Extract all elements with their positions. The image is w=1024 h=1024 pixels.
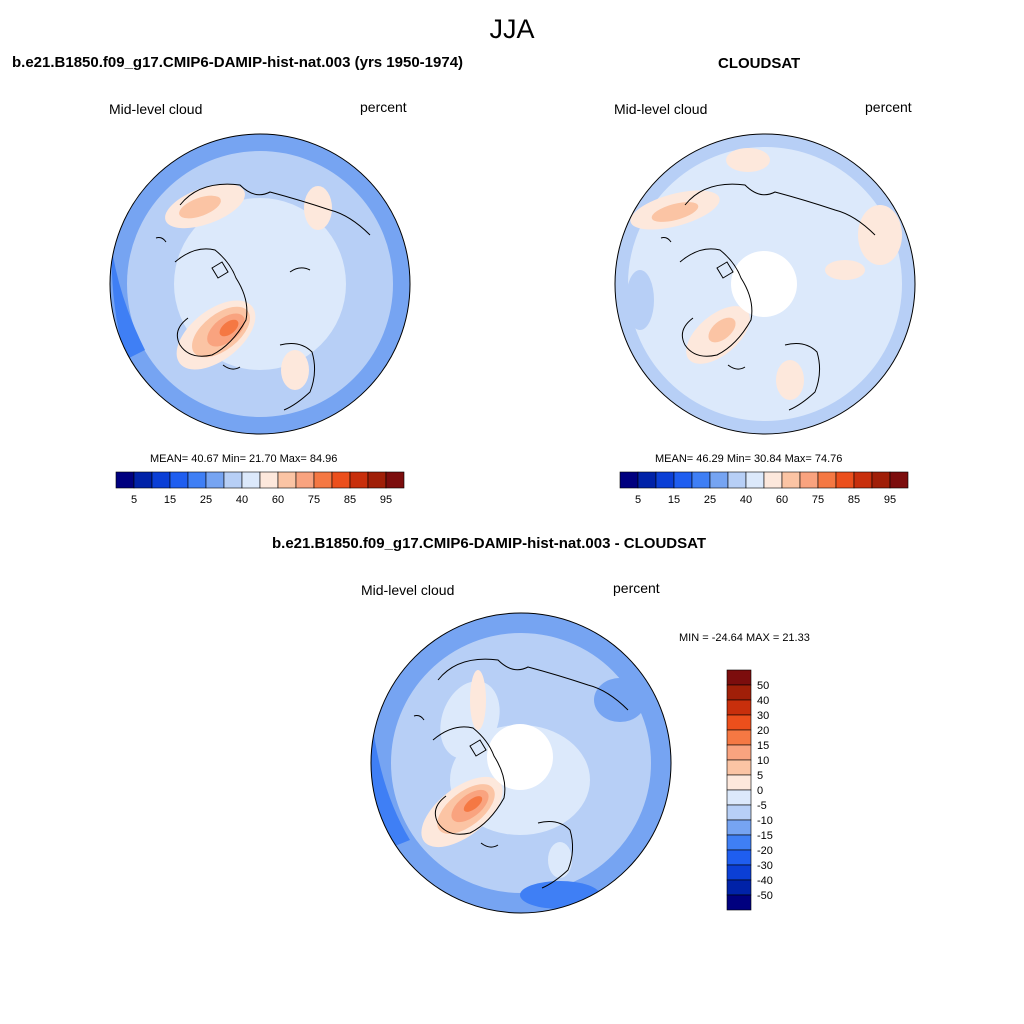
diff-colorbar-swatch [726,684,752,701]
diff-colorbar-swatch [726,699,752,716]
obs-colorbar-swatch [655,471,675,489]
diff-colorbar-tick-label: -20 [757,845,773,857]
diff-colorbar-swatch [726,669,752,686]
diff-colorbar-swatch [726,744,752,761]
model-colorbar-swatch [187,471,207,489]
model-colorbar-tick-label: 95 [380,494,392,506]
diff-colorbar-swatch [726,894,752,911]
model-colorbar-swatch [259,471,279,489]
obs-colorbar-swatch [673,471,693,489]
diff-colorbar-tick-label: 5 [757,770,763,782]
obs-colorbar-swatch [817,471,837,489]
obs-colorbar-tick-label: 75 [812,494,824,506]
diff-colorbar-tick-label: 20 [757,725,769,737]
diff-colorbar-swatch [726,774,752,791]
diff-colorbar-tick-label: 50 [757,680,769,692]
diff-colorbar-tick-label: -50 [757,890,773,902]
model-colorbar-swatch [295,471,315,489]
obs-colorbar-swatch [835,471,855,489]
obs-colorbar-tick-label: 85 [848,494,860,506]
diff-colorbar-swatch [726,804,752,821]
model-colorbar-swatch [385,471,405,489]
model-colorbar-swatch [331,471,351,489]
model-colorbar-tick-label: 5 [131,494,137,506]
diff-colorbar-swatch [726,819,752,836]
model-colorbar-swatch [223,471,243,489]
obs-colorbar-tick-label: 95 [884,494,896,506]
model-variable-label: Mid-level cloud [109,101,203,117]
diff-colorbar-tick-label: 30 [757,710,769,722]
diff-colorbar-swatch [726,759,752,776]
obs-colorbar-tick-label: 60 [776,494,788,506]
model-colorbar-swatch [133,471,153,489]
model-units-label: percent [360,99,407,115]
obs-stats: MEAN= 46.29 Min= 30.84 Max= 74.76 [655,453,843,465]
model-colorbar-swatch [115,471,135,489]
diff-colorbar-tick-label: 40 [757,695,769,707]
diff-colorbar-tick-label: -40 [757,875,773,887]
diff-colorbar-swatch [726,834,752,851]
obs-colorbar-swatch [691,471,711,489]
diff-panel-title: b.e21.B1850.f09_g17.CMIP6-DAMIP-hist-nat… [272,535,706,552]
model-colorbar-swatch [349,471,369,489]
obs-colorbar: 5 15 25 40 60 75 85 95 [619,471,909,506]
diff-units-label: percent [613,580,660,596]
model-colorbar-tick-label: 40 [236,494,248,506]
model-colorbar-tick-label: 25 [200,494,212,506]
diff-colorbar-swatch [726,789,752,806]
obs-polar-map [614,133,916,435]
obs-colorbar-swatch [727,471,747,489]
model-colorbar-swatch [367,471,387,489]
diff-variable-label: Mid-level cloud [361,582,455,598]
diff-colorbar-tick-label: 10 [757,755,769,767]
diff-stats: MIN = -24.64 MAX = 21.33 [679,632,810,644]
obs-colorbar-tick-label: 25 [704,494,716,506]
model-colorbar-swatch [241,471,261,489]
obs-colorbar-tick-label: 15 [668,494,680,506]
diff-colorbar-tick-label: -10 [757,815,773,827]
model-colorbar-tick-label: 75 [308,494,320,506]
model-colorbar-swatch [313,471,333,489]
model-colorbar: 5 15 25 40 60 75 85 95 [115,471,405,506]
obs-colorbar-swatch [619,471,639,489]
model-polar-map [109,133,411,435]
obs-colorbar-swatch [799,471,819,489]
figure-title: JJA [489,14,535,44]
model-colorbar-swatch [205,471,225,489]
model-panel-title: b.e21.B1850.f09_g17.CMIP6-DAMIP-hist-nat… [12,54,464,71]
obs-colorbar-swatch [871,471,891,489]
obs-variable-label: Mid-level cloud [614,101,708,117]
obs-colorbar-swatch [637,471,657,489]
model-colorbar-tick-label: 60 [272,494,284,506]
diff-polar-map [370,612,672,914]
obs-colorbar-tick-label: 40 [740,494,752,506]
obs-colorbar-swatch [745,471,765,489]
model-colorbar-tick-label: 15 [164,494,176,506]
obs-colorbar-swatch [889,471,909,489]
diff-colorbar-tick-label: 15 [757,740,769,752]
model-stats: MEAN= 40.67 Min= 21.70 Max= 84.96 [150,453,338,465]
obs-colorbar-swatch [709,471,729,489]
diff-colorbar-tick-label: 0 [757,785,763,797]
model-colorbar-tick-label: 85 [344,494,356,506]
obs-colorbar-tick-label: 5 [635,494,641,506]
obs-panel-title: CLOUDSAT [718,55,801,72]
obs-units-label: percent [865,99,912,115]
diff-colorbar-swatch [726,879,752,896]
diff-colorbar-swatch [726,729,752,746]
diff-colorbar-swatch [726,864,752,881]
diff-colorbar-swatch [726,849,752,866]
obs-colorbar-swatch [853,471,873,489]
obs-colorbar-swatch [781,471,801,489]
obs-colorbar-swatch [763,471,783,489]
model-colorbar-swatch [277,471,297,489]
diff-colorbar-tick-label: -15 [757,830,773,842]
diff-colorbar-swatch [726,714,752,731]
diff-colorbar-tick-label: -5 [757,800,767,812]
diff-colorbar-tick-label: -30 [757,860,773,872]
model-colorbar-swatch [151,471,171,489]
model-colorbar-swatch [169,471,189,489]
